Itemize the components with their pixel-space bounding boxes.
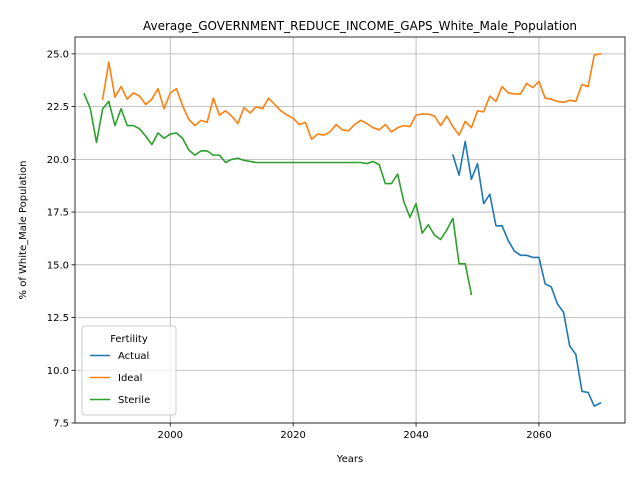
y-tick-label: 12.5 [47, 313, 69, 324]
legend-items: Actual Ideal Sterile [90, 351, 150, 406]
x-tick-label: 2060 [526, 430, 551, 441]
axis-ticks: 2000 2020 2040 2060 7.5 10.0 12.5 15.0 17.5 20.0 2… [47, 49, 552, 441]
y-tick-label: 15.0 [47, 260, 69, 271]
legend-box [81, 325, 177, 416]
x-axis-label: Years [336, 454, 363, 465]
legend-label-actual: Actual [118, 351, 149, 362]
y-tick-label: 22.5 [47, 102, 69, 113]
legend-label-sterile: Sterile [118, 395, 150, 406]
grid [75, 37, 625, 424]
chart-title: Average_GOVERNMENT_REDUCE_INCOME_GAPS_Wh… [143, 19, 577, 33]
legend: Fertility Actual Ideal Sterile [81, 325, 177, 416]
series-line-actual [451, 140, 602, 407]
x-tick-label: 2040 [403, 430, 428, 441]
series-line-sterile [83, 92, 473, 296]
y-tick-label: 25.0 [47, 49, 69, 60]
y-tick-label: 20.0 [47, 155, 69, 166]
legend-label-ideal: Ideal [118, 373, 142, 384]
series-lines [83, 52, 602, 407]
x-tick-label: 2000 [158, 430, 183, 441]
y-tick-label: 7.5 [53, 419, 69, 430]
legend-title: Fertility [110, 334, 148, 345]
series-line-ideal [101, 52, 602, 141]
plot-frame [74, 36, 626, 424]
y-tick-label: 17.5 [47, 208, 69, 219]
x-tick-label: 2020 [280, 430, 305, 441]
y-tick-label: 10.0 [47, 366, 69, 377]
y-axis-label: % of White_Male Population [18, 161, 29, 300]
